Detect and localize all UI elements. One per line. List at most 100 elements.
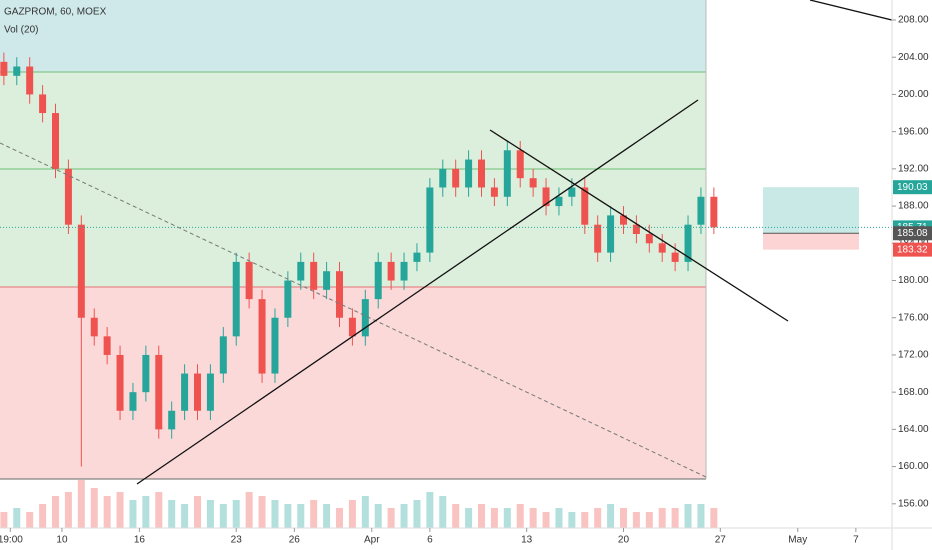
candle-body <box>194 373 202 411</box>
volume-bar <box>645 512 653 528</box>
candle-body <box>142 354 150 393</box>
volume-bar <box>465 508 473 528</box>
candle-body <box>258 299 266 374</box>
x-tick-label: 27 <box>715 535 727 546</box>
candle-body <box>168 410 176 430</box>
volume-bar <box>90 488 98 528</box>
volume-bar <box>529 508 537 528</box>
volume-bar <box>206 500 214 528</box>
volume-bar <box>245 492 253 528</box>
price-tag-label: 185.08 <box>897 228 928 239</box>
candle-body <box>452 168 460 188</box>
candle-body <box>181 373 189 411</box>
candle-body <box>581 187 589 225</box>
volume-bar <box>374 504 382 528</box>
candle-body <box>284 280 292 318</box>
x-tick-label: 20 <box>618 535 630 546</box>
position-stop <box>763 233 859 250</box>
candle-body <box>155 354 163 430</box>
x-tick-label: 6 <box>427 535 433 546</box>
volume-bar <box>103 496 111 528</box>
price-tag <box>893 226 932 241</box>
volume-bar <box>26 512 34 528</box>
candle-body <box>13 66 21 76</box>
candle-body <box>594 224 602 253</box>
trend-line <box>136 99 699 485</box>
candle-body <box>129 392 137 411</box>
candle-body <box>64 168 72 225</box>
candle-body <box>542 187 550 207</box>
y-tick-label: 192.00 <box>898 164 929 175</box>
candle-body <box>439 168 447 188</box>
x-tick-label: 26 <box>289 535 301 546</box>
x-tick-label: Apr <box>364 535 380 546</box>
candle-body <box>310 261 318 290</box>
y-tick-label: 156.00 <box>898 498 929 509</box>
candle-body <box>477 159 485 188</box>
volume-bar <box>581 512 589 528</box>
candle-body <box>400 261 408 281</box>
position-target <box>763 187 859 234</box>
price-tag <box>893 180 932 195</box>
volume-bar <box>684 504 692 528</box>
candle-body <box>387 261 395 281</box>
time-axis <box>0 528 932 550</box>
volume-bar <box>607 504 615 528</box>
volume-bar <box>516 504 524 528</box>
volume-bar <box>452 504 460 528</box>
volume-bar <box>348 500 356 528</box>
trend-line <box>489 129 789 322</box>
y-tick-label: 168.00 <box>898 387 929 398</box>
volume-bar <box>477 504 485 528</box>
volume-bar <box>232 500 240 528</box>
y-tick-label: 160.00 <box>898 461 929 472</box>
y-tick-label: 208.00 <box>898 15 929 26</box>
volume-bar <box>284 504 292 528</box>
chart-title: GAZPROM, 60, MOEX <box>4 7 107 18</box>
volume-bar <box>64 492 72 528</box>
candle-body <box>465 159 473 188</box>
candle-body <box>516 150 524 179</box>
y-tick-label: 180.00 <box>898 275 929 286</box>
candle-body <box>490 187 498 197</box>
y-tick-label: 200.00 <box>898 89 929 100</box>
candle-body <box>336 271 344 318</box>
candle-body <box>39 94 47 114</box>
x-tick-label: 10 <box>56 535 68 546</box>
volume-bar <box>0 512 8 528</box>
volume-bar <box>258 496 266 528</box>
candle-body <box>297 261 305 281</box>
volume-bar <box>323 504 331 528</box>
candle-body <box>697 196 705 225</box>
volume-bar <box>658 508 666 528</box>
volume-bar <box>194 496 202 528</box>
candle-body <box>413 252 421 262</box>
volume-bar <box>542 512 550 528</box>
volume-bar <box>671 508 679 528</box>
volume-bar <box>439 496 447 528</box>
volume-bar <box>697 504 705 528</box>
volume-bar <box>426 492 434 528</box>
volume-bar <box>297 504 305 528</box>
volume-bar <box>181 504 189 528</box>
volume-bar <box>219 504 227 528</box>
volume-bar <box>555 508 563 528</box>
volume-bar <box>13 508 21 528</box>
price-axis <box>892 0 932 550</box>
price-tag-label: 183.32 <box>897 244 928 255</box>
volume-bar <box>168 500 176 528</box>
volume-bar <box>116 492 124 528</box>
candle-body <box>77 224 85 318</box>
y-tick-label: 188.00 <box>898 201 929 212</box>
candle-body <box>90 317 98 337</box>
volume-bar <box>142 496 150 528</box>
volume-bar <box>710 508 718 528</box>
volume-bar <box>619 508 627 528</box>
candle-body <box>658 243 666 253</box>
zone-teal <box>0 0 706 72</box>
candle-body <box>26 66 34 95</box>
candle-body <box>103 336 111 355</box>
volume-bar <box>77 480 85 528</box>
volume-bar <box>568 512 576 528</box>
